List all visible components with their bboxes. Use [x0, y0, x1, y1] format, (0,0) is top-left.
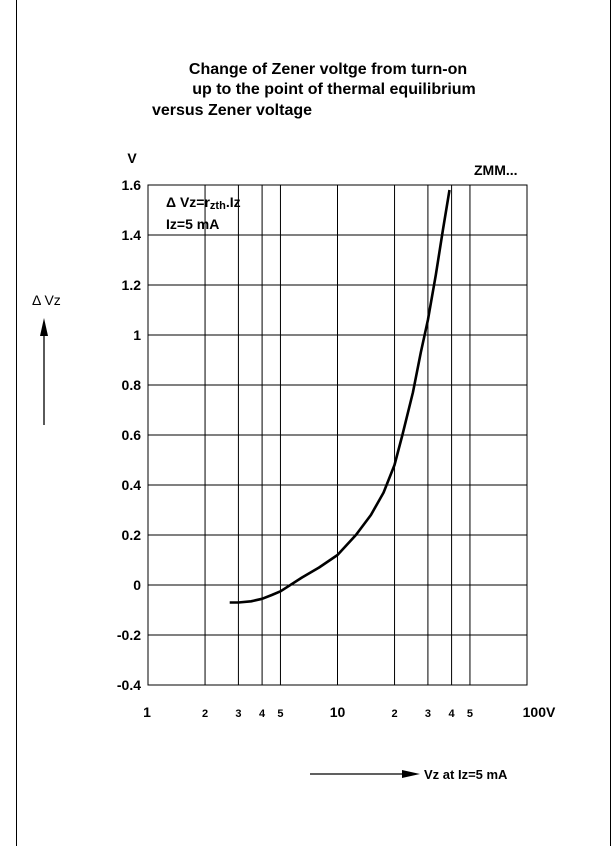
zmm-series-line: [229, 189, 451, 604]
y-tick-label-9: 1.4: [122, 227, 142, 243]
x-tick-label-6: 2: [391, 708, 397, 720]
x-tick-label-10: 100V: [523, 704, 556, 720]
chart-title-line-3: versus Zener voltage: [151, 102, 313, 119]
y-tick-label-0: -0.4: [117, 677, 141, 693]
y-unit-label: V: [127, 150, 137, 166]
annotation-formula: Δ Vz=rzth.Iz: [166, 194, 241, 212]
x-axis-label: Vz at Iz=5 mA: [424, 767, 508, 782]
grid-lines: [148, 184, 527, 686]
annotation-formula-text: Δ Vz=r: [166, 194, 210, 210]
y-axis-arrow: [40, 318, 48, 425]
chart-title-line-1: Change of Zener voltge from turn-on: [188, 61, 468, 78]
y-tick-label-4: 0.4: [122, 477, 142, 493]
y-tick-label-8: 1.2: [122, 277, 142, 293]
annotation-formula-tail: .Iz: [226, 194, 241, 210]
y-tick-label-5: 0.6: [122, 427, 142, 443]
chart-title-line-2: up to the point of thermal equilibrium: [192, 81, 476, 98]
plot-area-border: [147, 184, 528, 686]
x-tick-label-1: 2: [202, 708, 208, 720]
x-tick-label-5: 10: [330, 704, 346, 720]
y-tick-label-6: 0.8: [122, 377, 142, 393]
y-tick-label-1: -0.2: [117, 627, 141, 643]
tick-labels: -0.4-0.200.20.40.60.811.21.41.61 2 3 4 5 10 2 3…: [117, 177, 556, 720]
y-tick-label-10: 1.6: [122, 177, 142, 193]
y-tick-label-7: 1: [133, 327, 141, 343]
y-tick-label-3: 0.2: [122, 527, 142, 543]
x-tick-label-0: 1: [143, 704, 151, 720]
x-axis-arrow: [310, 770, 420, 778]
x-tick-label-8: 4: [449, 708, 456, 720]
x-tick-label-9: 5: [467, 708, 473, 720]
x-tick-label-2: 3: [235, 708, 241, 720]
y-tick-label-2: 0: [133, 577, 141, 593]
x-tick-label-3: 4: [259, 708, 266, 720]
series-label: ZMM...: [474, 162, 518, 178]
annotation-formula-subscript: zth: [210, 200, 226, 212]
x-tick-label-7: 3: [425, 708, 431, 720]
annotation-current: Iz=5 mA: [166, 216, 219, 232]
y-axis-label: Δ Vz: [32, 292, 61, 308]
x-tick-label-4: 5: [277, 708, 283, 720]
page-frame: [16, 0, 611, 846]
